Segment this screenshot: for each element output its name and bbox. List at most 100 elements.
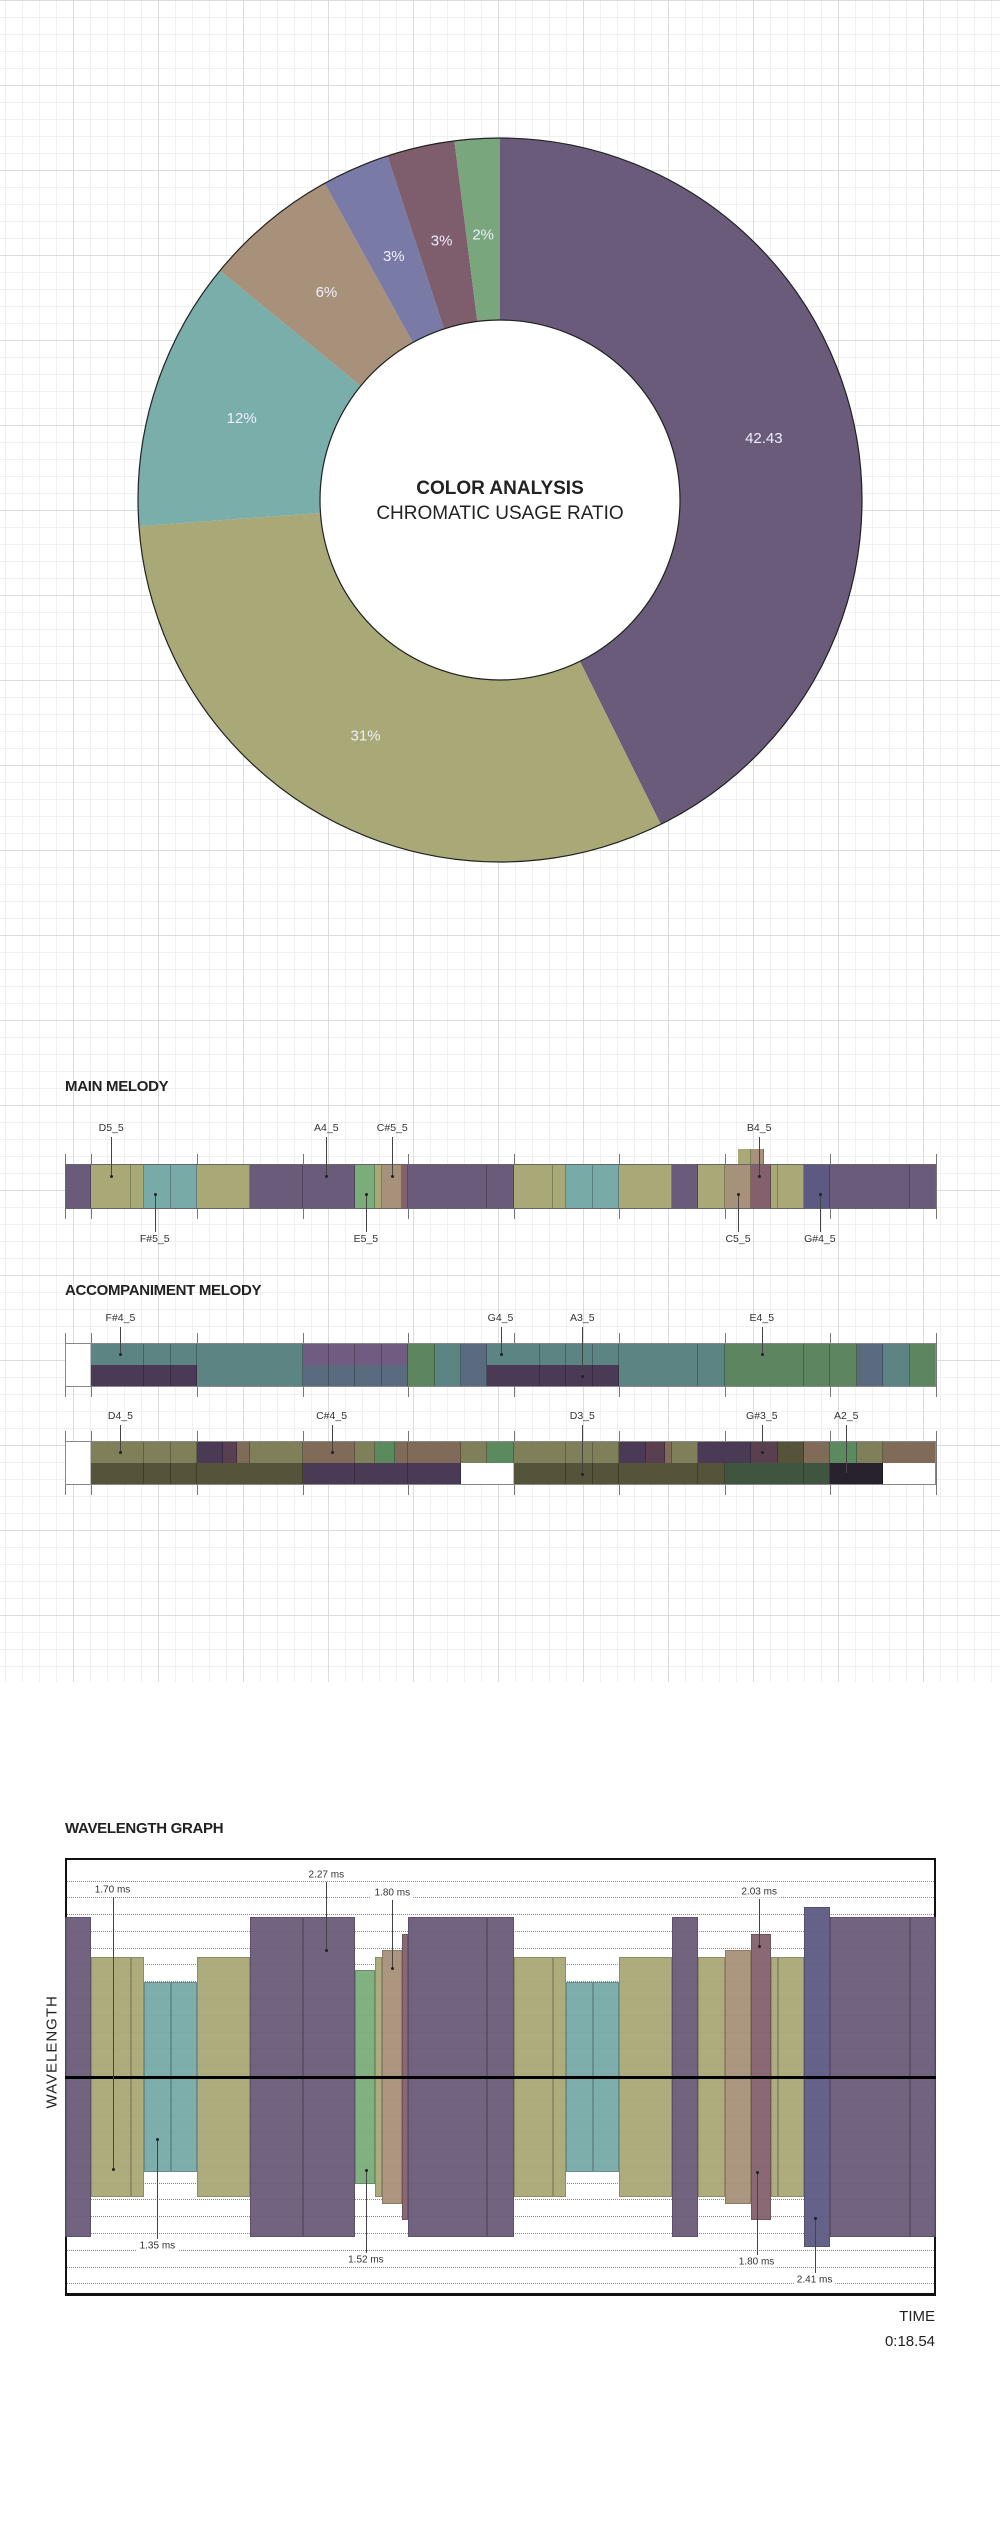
note-label: G#3_5 xyxy=(746,1410,778,1422)
leader-line xyxy=(392,1137,394,1176)
note-segment xyxy=(566,1164,593,1209)
note-segment xyxy=(302,1365,329,1387)
annotation-dot xyxy=(755,2171,759,2175)
leader-line xyxy=(582,1425,584,1474)
ms-annotation: 1.80 ms xyxy=(735,2256,778,2268)
note-segment xyxy=(381,1343,409,1365)
note-segment xyxy=(804,1365,831,1387)
leader-line xyxy=(331,1425,333,1452)
zero-axis xyxy=(65,2075,936,2079)
ms-annotation: 1.70 ms xyxy=(91,1884,134,1896)
note-dot xyxy=(325,1175,329,1178)
note-segment xyxy=(619,1463,699,1485)
note-segment xyxy=(91,1441,145,1463)
accompaniment-title: ACCOMPANIMENT MELODY xyxy=(65,1282,262,1299)
note-segment xyxy=(665,1441,673,1463)
wavelength-title: WAVELENGTH GRAPH xyxy=(65,1820,224,1837)
main-melody-title: MAIN MELODY xyxy=(65,1078,169,1095)
leader-line xyxy=(365,2170,367,2253)
leader-line xyxy=(819,1194,821,1232)
donut-slice xyxy=(500,138,863,825)
donut-subtitle: CHROMATIC USAGE RATIO xyxy=(376,503,624,524)
note-segment xyxy=(170,1463,197,1485)
slice-label: 6% xyxy=(316,284,338,301)
tick-mark xyxy=(936,1431,937,1495)
note-segment xyxy=(170,1164,197,1209)
note-segment xyxy=(487,1441,514,1463)
note-segment xyxy=(804,1463,831,1485)
leader-line xyxy=(392,1899,394,1968)
donut-slice xyxy=(138,270,361,527)
grid-line xyxy=(67,1897,934,1899)
leader-line xyxy=(326,1881,328,1950)
ms-annotation: 1.35 ms xyxy=(136,2240,179,2252)
note-segment xyxy=(856,1343,884,1365)
note-segment xyxy=(619,1164,673,1209)
ms-annotation: 2.03 ms xyxy=(738,1886,780,1898)
note-segment xyxy=(540,1365,567,1387)
note-segment xyxy=(401,1164,409,1209)
note-label: A2_5 xyxy=(833,1410,859,1422)
note-segment xyxy=(592,1463,620,1485)
note-segment xyxy=(771,1164,778,1209)
note-segment xyxy=(394,1441,409,1463)
note-segment xyxy=(698,1441,752,1463)
note-segment xyxy=(408,1343,435,1365)
note-segment xyxy=(566,1441,593,1463)
note-segment xyxy=(91,1164,131,1209)
note-segment xyxy=(830,1441,857,1463)
note-segment xyxy=(328,1365,356,1387)
note-segment xyxy=(408,1441,461,1463)
leader-line xyxy=(157,2139,159,2239)
tick-mark xyxy=(936,1154,937,1219)
note-segment xyxy=(672,1441,699,1463)
donut-hole xyxy=(319,319,681,681)
note-segment xyxy=(698,1343,725,1365)
note-segment xyxy=(65,1441,92,1463)
donut-title: COLOR ANALYSIS xyxy=(416,478,584,499)
donut-slice xyxy=(138,512,661,862)
note-segment xyxy=(698,1164,725,1209)
note-label: E5_5 xyxy=(353,1233,379,1245)
grid-line xyxy=(67,1880,934,1882)
leader-line xyxy=(500,1327,502,1354)
note-segment xyxy=(804,1164,831,1209)
leader-line xyxy=(759,1137,761,1176)
note-segment xyxy=(196,1365,303,1387)
note-segment xyxy=(751,1149,765,1164)
annotation-dot xyxy=(813,2217,817,2221)
leader-line xyxy=(154,1194,156,1232)
note-segment xyxy=(513,1441,567,1463)
note-segment xyxy=(375,1441,395,1463)
note-segment xyxy=(856,1441,884,1463)
note-segment xyxy=(724,1343,805,1365)
note-dot xyxy=(330,1451,334,1454)
note-label: C#4_5 xyxy=(316,1410,348,1422)
note-label: A4_5 xyxy=(314,1122,339,1134)
note-segment xyxy=(830,1365,857,1387)
note-segment xyxy=(751,1164,772,1209)
note-segment xyxy=(592,1365,620,1387)
slice-label: 31% xyxy=(351,727,381,744)
note-segment xyxy=(830,1343,857,1365)
leader-line xyxy=(846,1425,848,1474)
track-outline xyxy=(65,1441,936,1485)
note-segment xyxy=(381,1365,409,1387)
donut-slice xyxy=(219,183,413,386)
note-dot xyxy=(760,1353,764,1356)
note-segment xyxy=(408,1365,435,1387)
donut-slice xyxy=(324,155,445,343)
note-segment xyxy=(566,1365,593,1387)
note-segment xyxy=(355,1164,376,1209)
note-label: F#5_5 xyxy=(139,1233,170,1245)
x-axis-label: TIME xyxy=(899,2308,935,2325)
note-segment xyxy=(566,1343,593,1365)
note-segment xyxy=(144,1441,171,1463)
note-dot xyxy=(499,1353,503,1356)
leader-line xyxy=(120,1327,122,1354)
note-label: F#4_5 xyxy=(105,1312,136,1324)
annotation-dot xyxy=(758,1945,762,1949)
note-dot xyxy=(364,1193,368,1196)
note-segment xyxy=(777,1441,805,1463)
grid-line xyxy=(67,2249,934,2251)
